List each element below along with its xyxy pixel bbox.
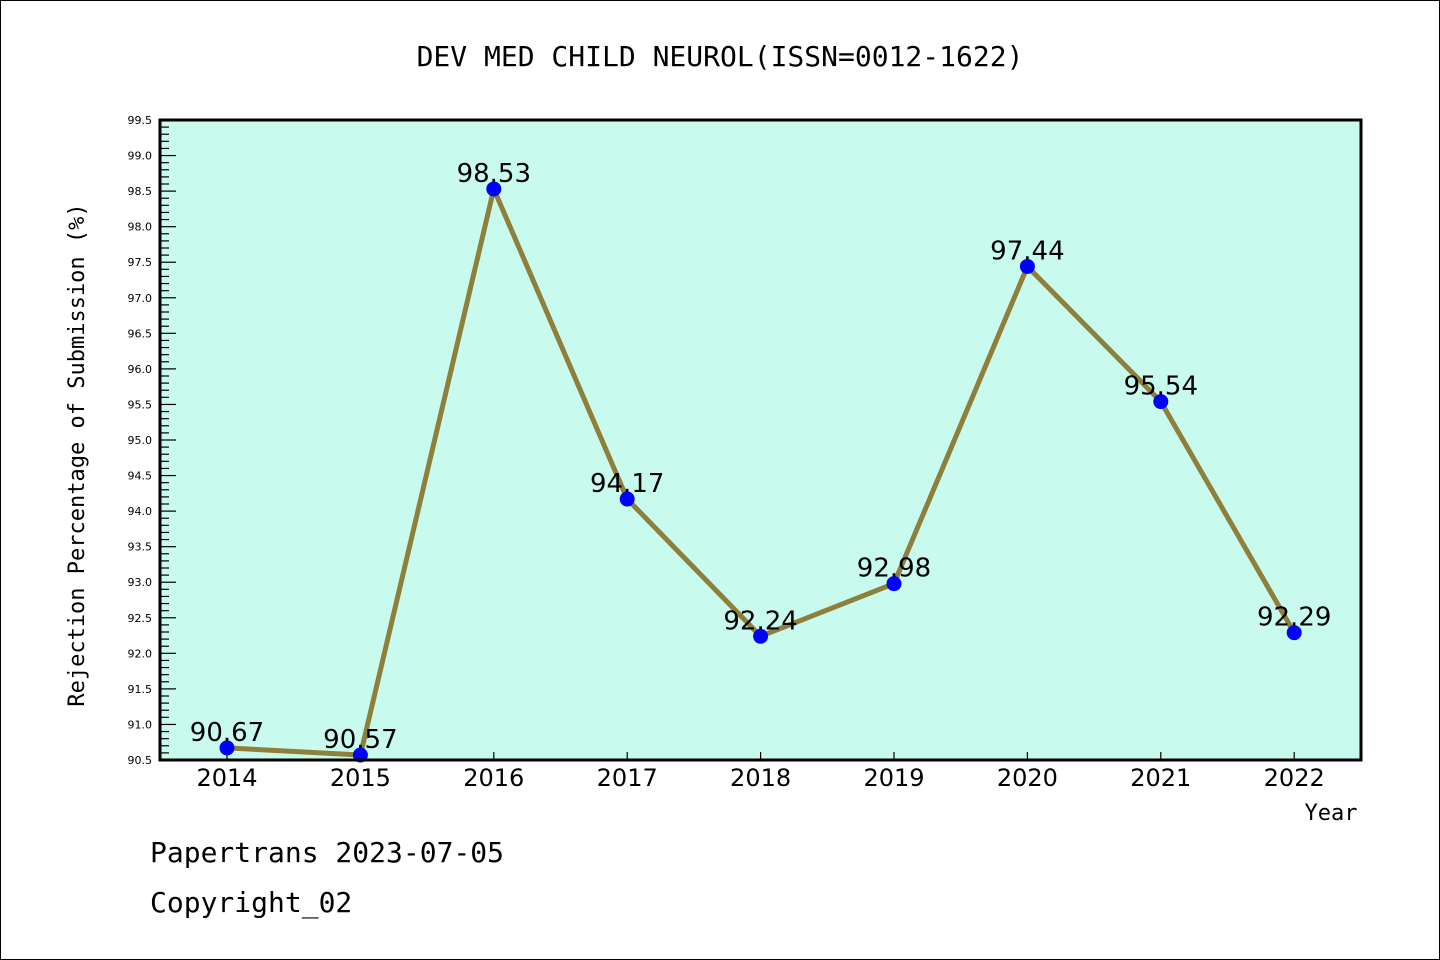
chart-title: DEV MED CHILD NEUROL(ISSN=0012-1622) [417, 40, 1024, 73]
y-tick-label: 94.5 [128, 470, 153, 483]
y-tick-label: 96.5 [128, 327, 153, 340]
data-points: 90.67 90.57 98.53 94.17 92.24 92.98 97.44 95.54… [190, 159, 1331, 763]
x-tick-label: 2014 [196, 764, 257, 792]
plot-area [160, 120, 1361, 760]
data-point [1286, 625, 1302, 641]
data-point [1019, 258, 1035, 274]
y-tick-label: 90.5 [128, 754, 153, 767]
data-label: 95.54 [1124, 372, 1198, 402]
x-tick-label: 2016 [463, 764, 524, 792]
footer-copyright: Copyright_02 [150, 886, 353, 919]
data-point [619, 491, 635, 507]
y-tick-label: 96.0 [128, 363, 153, 376]
data-point [1153, 394, 1169, 410]
data-label: 94.17 [590, 469, 664, 499]
data-label: 92.98 [857, 554, 931, 584]
y-axis-label: Rejection Percentage of Submission (%) [65, 203, 90, 706]
data-point [486, 181, 502, 197]
data-label: 98.53 [457, 159, 531, 189]
data-label: 90.57 [323, 725, 397, 755]
data-point [219, 740, 235, 756]
plot-border [158, 118, 1363, 762]
y-tick-label: 94.0 [128, 505, 153, 518]
footer-date: Papertrans 2023-07-05 [150, 836, 505, 869]
x-tick-label: 2019 [863, 764, 924, 792]
x-tick-label: 2015 [330, 764, 391, 792]
y-tick-label: 93.5 [128, 541, 153, 554]
y-tick-label: 92.0 [128, 647, 153, 660]
y-tick-label: 91.0 [128, 718, 153, 731]
x-tick-label: 2020 [997, 764, 1058, 792]
x-axis-label: Year [1305, 801, 1358, 826]
y-tick-label: 92.5 [128, 612, 153, 625]
data-point [886, 576, 902, 592]
y-tick-label: 95.0 [128, 434, 153, 447]
data-label: 97.44 [990, 236, 1064, 266]
data-label: 90.67 [190, 718, 264, 748]
y-tick-label: 95.5 [128, 398, 153, 411]
x-tick-label: 2017 [597, 764, 658, 792]
x-tick-label: 2018 [730, 764, 791, 792]
data-label: 92.29 [1257, 603, 1331, 633]
x-axis: 2014 2015 2016 2017 2018 2019 2020 2021 2022 [196, 752, 1325, 792]
x-tick-label: 2022 [1264, 764, 1325, 792]
y-tick-label: 98.5 [128, 185, 153, 198]
y-tick-label: 99.0 [128, 150, 153, 163]
y-tick-label: 97.0 [128, 292, 153, 305]
data-point [753, 628, 769, 644]
y-tick-label: 98.0 [128, 221, 153, 234]
x-tick-label: 2021 [1130, 764, 1191, 792]
y-tick-label: 91.5 [128, 683, 153, 696]
y-tick-label: 97.5 [128, 256, 153, 269]
y-tick-label: 99.5 [128, 114, 153, 127]
y-tick-label: 93.0 [128, 576, 153, 589]
data-label: 92.24 [723, 606, 797, 636]
